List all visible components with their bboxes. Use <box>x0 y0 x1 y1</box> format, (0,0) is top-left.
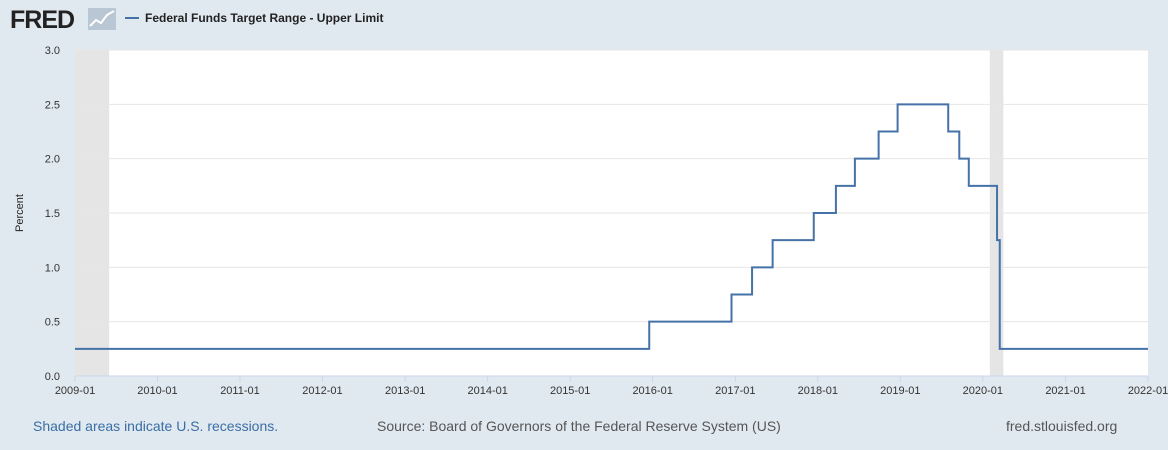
x-tick-label: 2014-01 <box>467 385 507 397</box>
x-tick-label: 2022-01 <box>1128 385 1168 397</box>
x-tick-label: 2020-01 <box>963 385 1003 397</box>
x-tick-label: 2015-01 <box>550 385 590 397</box>
y-tick-label: 2.0 <box>45 154 60 166</box>
x-tick-label: 2021-01 <box>1045 385 1085 397</box>
x-tick-label: 2017-01 <box>715 385 755 397</box>
x-tick-label: 2019-01 <box>880 385 920 397</box>
x-tick-label: 2016-01 <box>632 385 672 397</box>
x-tick-label: 2010-01 <box>137 385 177 397</box>
legend-label: Federal Funds Target Range - Upper Limit <box>145 11 384 25</box>
line-chart-icon <box>88 8 116 30</box>
y-tick-label: 0.0 <box>45 371 60 383</box>
y-tick-label: 3.0 <box>45 45 60 57</box>
source-text: Source: Board of Governors of the Federa… <box>377 418 781 434</box>
fred-logo[interactable]: FRED <box>10 6 75 34</box>
chart-legend: Federal Funds Target Range - Upper Limit <box>125 11 383 25</box>
x-tick-label: 2013-01 <box>385 385 425 397</box>
y-tick-label: 1.0 <box>45 262 60 274</box>
y-tick-label: 1.5 <box>45 208 60 220</box>
x-tick-label: 2012-01 <box>302 385 342 397</box>
x-tick-label: 2018-01 <box>798 385 838 397</box>
x-tick-label: 2011-01 <box>220 385 260 397</box>
recession-note[interactable]: Shaded areas indicate U.S. recessions. <box>33 418 279 434</box>
series-line <box>75 103 1148 350</box>
site-link[interactable]: fred.stlouisfed.org <box>1006 418 1118 434</box>
y-axis-title: Percent <box>14 194 26 232</box>
x-tick-label: 2009-01 <box>55 385 95 397</box>
y-tick-label: 2.5 <box>45 99 60 111</box>
y-tick-label: 0.5 <box>45 317 60 329</box>
legend-swatch <box>125 17 139 19</box>
